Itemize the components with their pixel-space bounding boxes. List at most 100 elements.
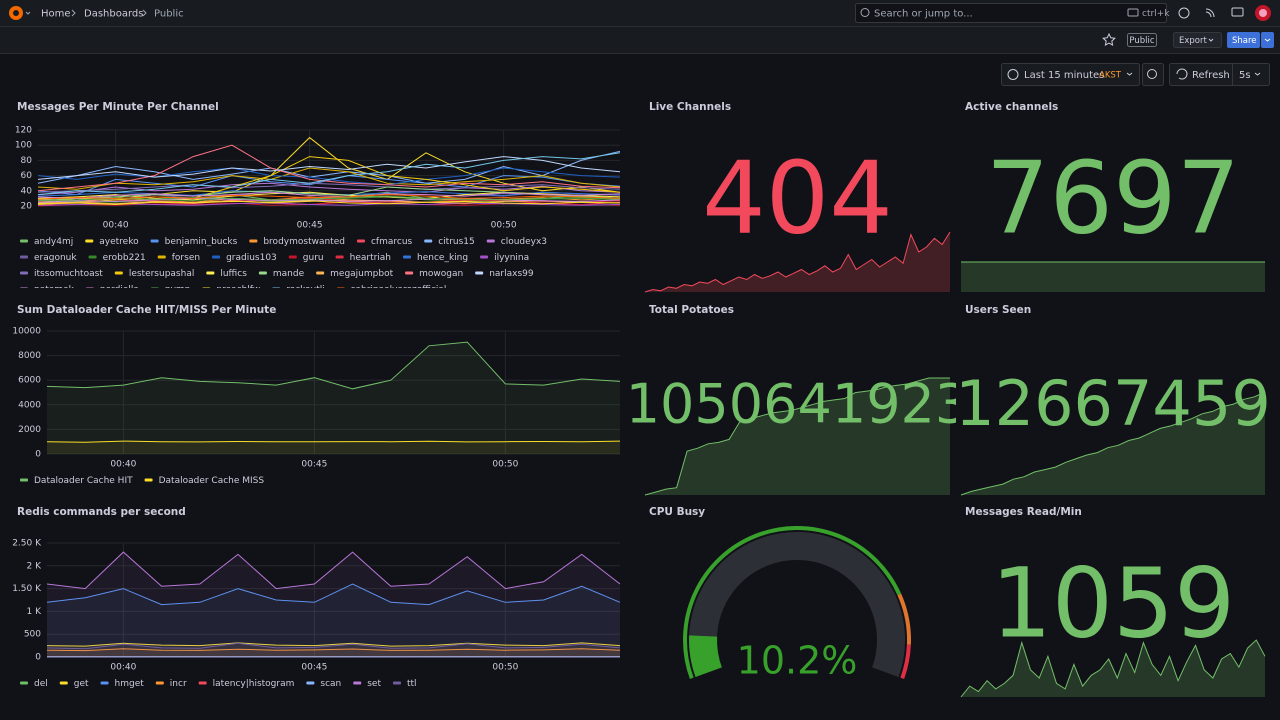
legend-label: eragonuk xyxy=(34,253,77,263)
legend-swatch xyxy=(336,287,345,288)
legend-item[interactable]: narlaxs99 xyxy=(475,269,534,279)
legend-item[interactable]: eragonuk xyxy=(20,253,77,263)
legend-item[interactable]: latency|histogram xyxy=(198,679,295,689)
series-line xyxy=(37,194,621,200)
legend-item[interactable]: ttl xyxy=(393,679,417,689)
refresh-text: Refresh xyxy=(1192,70,1230,81)
sparkline xyxy=(960,639,1266,698)
legend-label: cloudeyx3 xyxy=(501,237,547,247)
legend-label: cfmarcus xyxy=(371,237,413,247)
legend-swatch xyxy=(85,239,94,243)
legend-item[interactable]: mande xyxy=(258,269,305,279)
legend-label: erobb221 xyxy=(103,253,146,263)
legend-item[interactable]: Dataloader Cache MISS xyxy=(144,476,265,486)
legend-item[interactable]: ilyynina xyxy=(480,253,529,263)
legend-item[interactable]: forsen xyxy=(157,253,200,263)
y-tick-label: 500 xyxy=(24,630,41,640)
x-tick-label: 00:40 xyxy=(110,460,136,470)
legend-item[interactable]: del xyxy=(20,679,48,689)
x-tick-label: 00:45 xyxy=(297,221,323,231)
legend-item[interactable]: rockoutli xyxy=(272,285,325,295)
share-menu[interactable] xyxy=(1261,32,1274,48)
legend-item[interactable]: scan xyxy=(306,679,341,689)
legend-item[interactable]: citrus15 xyxy=(424,237,475,247)
legend-label: andy4mj xyxy=(34,237,73,247)
legend-item[interactable]: mowogan xyxy=(405,269,463,279)
legend-item[interactable]: erobb221 xyxy=(88,253,146,263)
legend-item[interactable]: guru xyxy=(288,253,324,263)
legend-swatch xyxy=(403,255,412,259)
legend-item[interactable]: megajumpbot xyxy=(316,269,394,279)
sparkline xyxy=(644,231,951,293)
sparkline xyxy=(960,391,1266,496)
legend-label: ttl xyxy=(407,679,417,689)
keyboard-icon xyxy=(1127,8,1139,17)
legend-label: narlaxs99 xyxy=(489,269,534,279)
legend-item[interactable]: Dataloader Cache HIT xyxy=(20,476,133,486)
share-button[interactable] xyxy=(1227,32,1260,48)
legend-item[interactable]: preachlfw xyxy=(202,285,260,295)
separator xyxy=(71,9,76,17)
legend-label: forsen xyxy=(172,253,200,263)
legend-item[interactable]: nymn xyxy=(151,285,191,295)
y-tick-label: 60 xyxy=(21,171,33,181)
series-line xyxy=(37,197,621,203)
avatar xyxy=(1259,9,1267,17)
public-badge-text: Public xyxy=(1129,36,1154,46)
legend-swatch xyxy=(198,681,207,685)
y-tick-label: 2.50 K xyxy=(12,539,42,549)
legend-item[interactable]: natemek xyxy=(20,285,75,295)
legend-item[interactable]: itssomuchtoast xyxy=(20,269,103,279)
y-tick-label: 40 xyxy=(21,186,33,196)
kiosk-icon[interactable] xyxy=(1231,7,1244,17)
help-icon[interactable] xyxy=(1178,7,1190,19)
legend-item[interactable]: hence_king xyxy=(403,253,468,263)
legend-item[interactable]: luffics xyxy=(206,269,247,279)
legend-item[interactable]: set xyxy=(353,679,381,689)
legend-item[interactable]: hmget xyxy=(100,679,145,689)
panel xyxy=(640,298,955,498)
legend-item[interactable]: gradius103 xyxy=(212,253,277,263)
legend-item[interactable]: incr xyxy=(155,679,187,689)
zoom-out-button[interactable] xyxy=(1142,63,1164,86)
refresh-button[interactable] xyxy=(1169,63,1270,86)
export-button[interactable] xyxy=(1173,32,1222,48)
export-text: Export xyxy=(1179,36,1207,46)
time-picker[interactable] xyxy=(1001,63,1140,86)
stat-value: 7697 xyxy=(986,139,1241,256)
star-icon[interactable] xyxy=(1102,32,1116,47)
legend-item[interactable]: heartriah xyxy=(335,253,391,263)
breadcrumb[interactable]: Dashboards xyxy=(84,9,143,20)
legend-item[interactable]: ayetreko xyxy=(85,237,139,247)
legend-swatch xyxy=(486,239,495,243)
legend: del get hmget incr latency|histogram scan set t… xyxy=(20,679,417,689)
legend-item[interactable]: get xyxy=(59,679,89,689)
x-tick-label: 00:45 xyxy=(301,663,327,673)
legend-swatch xyxy=(249,239,258,243)
legend-item[interactable]: sabrinaalvarezofficial xyxy=(336,285,447,295)
legend-item[interactable]: benjamin_bucks xyxy=(150,237,238,247)
gauge-threshold xyxy=(683,525,902,679)
chevron xyxy=(1254,72,1261,76)
legend-swatch xyxy=(88,255,97,259)
refresh-interval[interactable]: 5s xyxy=(1239,70,1251,81)
legend-label: get xyxy=(74,679,89,689)
series-line xyxy=(37,150,621,184)
legend-item[interactable]: cloudeyx3 xyxy=(486,237,547,247)
news-icon[interactable] xyxy=(1205,8,1215,18)
legend-item[interactable]: nerdiella xyxy=(85,285,139,295)
legend-item[interactable]: cfmarcus xyxy=(356,237,413,247)
legend-item[interactable]: lestersupashal xyxy=(114,269,195,279)
legend-swatch xyxy=(20,287,28,288)
legend-item[interactable]: brodymostwanted xyxy=(249,237,345,247)
series-area xyxy=(47,342,620,454)
legend-label: natemek xyxy=(34,285,75,295)
legend-label: incr xyxy=(170,679,187,689)
x-tick-label: 00:40 xyxy=(110,663,136,673)
breadcrumb[interactable]: Home xyxy=(41,9,71,20)
share-text: Share xyxy=(1232,36,1257,46)
series-line xyxy=(37,195,621,202)
search-box[interactable] xyxy=(855,3,1167,23)
legend-item[interactable]: andy4mj xyxy=(20,237,73,247)
series-line xyxy=(37,144,621,192)
